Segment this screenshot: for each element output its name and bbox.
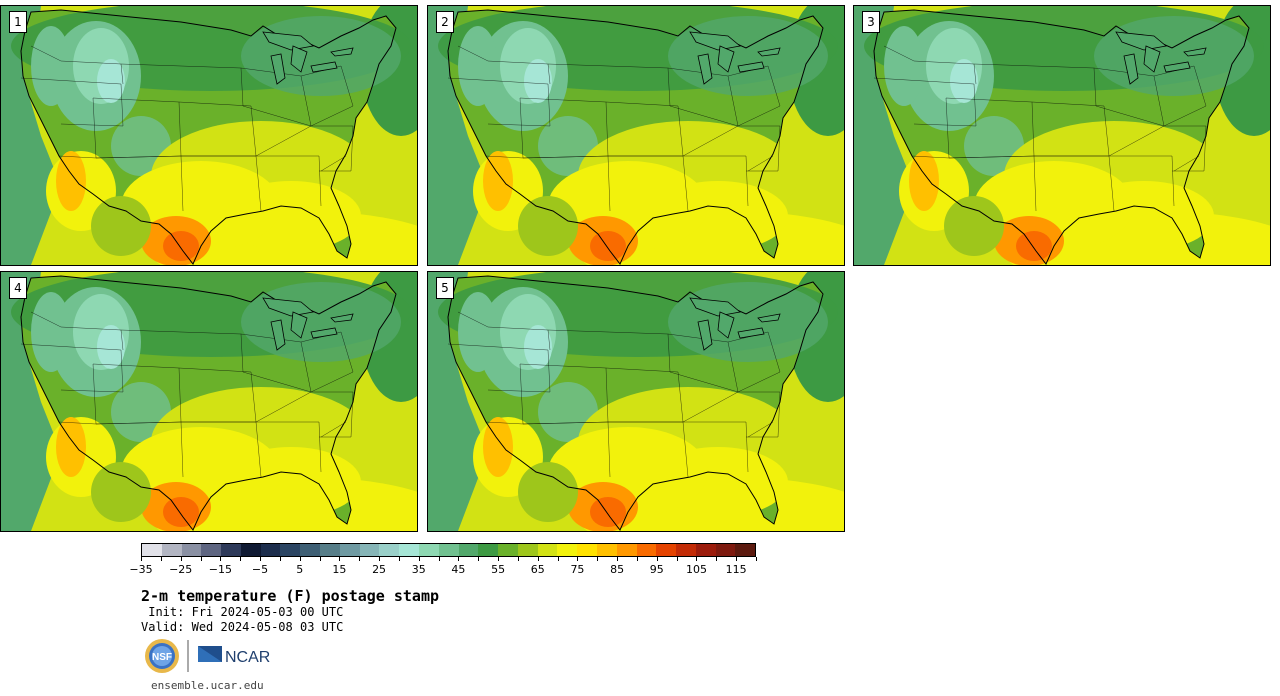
member-label: 2: [436, 11, 454, 33]
colorbar-swatch: [201, 544, 222, 556]
colorbar-tick-label: 95: [649, 563, 664, 576]
colorbar-swatch: [537, 544, 558, 556]
valid-label: Valid:: [141, 620, 185, 634]
colorbar-swatch: [735, 544, 756, 556]
colorbar-swatch: [260, 544, 281, 556]
colorbar-swatch: [359, 544, 380, 556]
colorbar-tick-label: 45: [451, 563, 466, 576]
conus-temperature-map: [854, 6, 1270, 265]
colorbar-swatch: [161, 544, 182, 556]
colorbar-swatch: [142, 544, 162, 556]
colorbar-tick-label: 115: [725, 563, 747, 576]
colorbar-swatch: [577, 544, 597, 556]
colorbar-swatch: [676, 544, 696, 556]
ncar-logo-text: NCAR: [225, 649, 270, 666]
init-time: Init: Fri 2024-05-03 00 UTC: [141, 605, 343, 619]
colorbar-tick-label: 35: [411, 563, 426, 576]
colorbar-tick-label: −15: [208, 563, 232, 576]
colorbar-swatch: [498, 544, 518, 556]
colorbar-swatch: [181, 544, 202, 556]
colorbar-swatch: [616, 544, 637, 556]
colorbar-swatch: [715, 544, 736, 556]
colorbar-swatch: [379, 544, 400, 556]
conus-temperature-map: [428, 272, 844, 531]
colorbar-swatch: [438, 544, 459, 556]
colorbar-tick-label: 15: [332, 563, 347, 576]
colorbar-swatch: [320, 544, 340, 556]
colorbar-tick-label: 55: [491, 563, 506, 576]
colorbar-tick-label: −5: [251, 563, 269, 576]
valid-value: Wed 2024-05-08 03 UTC: [191, 620, 344, 634]
conus-temperature-map: [1, 272, 417, 531]
init-value: Fri 2024-05-03 00 UTC: [191, 605, 344, 619]
member-panel-4: 4: [0, 271, 418, 532]
member-label: 4: [9, 277, 27, 299]
temperature-colorbar: [141, 543, 756, 557]
colorbar-swatch: [478, 544, 499, 556]
ncar-logo: NCAR: [198, 646, 270, 666]
colorbar-swatch: [557, 544, 578, 556]
member-label: 1: [9, 11, 27, 33]
colorbar-swatch: [636, 544, 657, 556]
member-panel-1: 1: [0, 5, 418, 266]
valid-time: Valid: Wed 2024-05-08 03 UTC: [141, 620, 343, 634]
colorbar-tick-label: 75: [570, 563, 585, 576]
colorbar-swatch: [399, 544, 419, 556]
member-label: 5: [436, 277, 454, 299]
member-panel-5: 5: [427, 271, 845, 532]
colorbar-tick-label: −35: [129, 563, 153, 576]
colorbar-swatch: [240, 544, 261, 556]
colorbar-tick-label: 65: [530, 563, 545, 576]
colorbar-swatch: [458, 544, 479, 556]
member-label: 3: [862, 11, 880, 33]
colorbar-swatch: [280, 544, 301, 556]
colorbar-swatch: [339, 544, 360, 556]
nsf-logo-text: NSF: [152, 652, 172, 663]
colorbar-tick-label: 85: [610, 563, 625, 576]
colorbar-swatch: [695, 544, 716, 556]
colorbar-swatch: [656, 544, 677, 556]
colorbar-tick-label: −25: [169, 563, 193, 576]
logos: NSF NCAR: [145, 638, 285, 674]
member-panel-3: 3: [853, 5, 1271, 266]
colorbar-tick-label: 105: [685, 563, 707, 576]
member-panel-2: 2: [427, 5, 845, 266]
init-label: Init:: [141, 605, 185, 619]
colorbar-swatch: [300, 544, 321, 556]
colorbar-swatch: [517, 544, 538, 556]
nsf-logo: NSF: [145, 639, 179, 673]
conus-temperature-map: [1, 6, 417, 265]
colorbar-tick-label: 5: [296, 563, 304, 576]
colorbar-swatch: [596, 544, 617, 556]
colorbar-ticks: −35 −25 −15 −5 5 15 25 35 45 55 65 75 85 95 105 115: [129, 557, 757, 579]
website-url: ensemble.ucar.edu: [151, 679, 264, 692]
colorbar-swatch: [221, 544, 241, 556]
colorbar-swatch: [418, 544, 439, 556]
colorbar-tick-label: 25: [372, 563, 387, 576]
product-title: 2-m temperature (F) postage stamp: [141, 587, 440, 605]
conus-temperature-map: [428, 6, 844, 265]
